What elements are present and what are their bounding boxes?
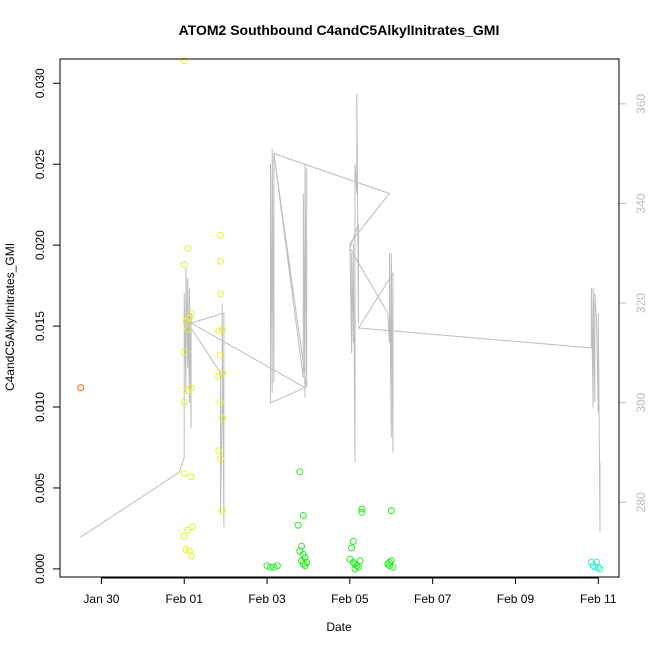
scatter-point <box>348 544 356 552</box>
scatter-point <box>180 469 188 477</box>
scatter-point <box>180 533 188 540</box>
y-tick-label: 0.010 <box>33 392 47 422</box>
scatter-point <box>189 523 197 531</box>
scatter-point <box>218 507 226 515</box>
scatter-point <box>187 473 195 481</box>
x-tick-label: Feb 11 <box>580 592 617 606</box>
y-right-tick-label: 320 <box>634 293 648 313</box>
scatter-point <box>358 505 366 513</box>
scatter-point <box>294 521 302 529</box>
scatter-point <box>263 562 271 570</box>
grey-line-series <box>80 93 601 538</box>
scatter-point <box>593 558 601 566</box>
y-axis-label: C4andC5AlkylInitrates_GMI <box>3 243 17 391</box>
scatter-point <box>185 547 193 555</box>
scatter-point <box>182 317 190 325</box>
y-tick-label: 0.005 <box>33 473 47 503</box>
scatter-point <box>217 290 224 298</box>
scatter-point <box>299 550 307 558</box>
scatter-point <box>389 563 397 571</box>
scatter-point <box>349 537 357 545</box>
scatter-point <box>217 351 224 359</box>
scatter-point <box>299 560 307 568</box>
scatter-point <box>217 455 224 463</box>
scatter-point <box>587 558 595 566</box>
y-tick-label: 0.000 <box>33 554 47 584</box>
chart-title: ATOM2 Southbound C4andC5AlkylInitrates_G… <box>179 22 500 38</box>
x-tick-label: Jan 30 <box>83 592 119 606</box>
y-tick-label: 0.025 <box>33 149 47 179</box>
y-tick-label: 0.030 <box>33 68 47 98</box>
x-tick-label: Feb 03 <box>248 592 286 606</box>
x-tick-label: Feb 07 <box>414 592 452 606</box>
scatter-point <box>182 546 190 553</box>
scatter-point <box>303 558 311 566</box>
scatter-point <box>298 542 305 550</box>
y-tick-label: 0.020 <box>33 230 47 260</box>
scatter-point <box>187 552 195 560</box>
scatter-point <box>386 562 393 570</box>
scatter-point <box>355 563 362 571</box>
scatter-point <box>215 372 223 380</box>
scatter-point <box>184 325 192 333</box>
line-series-path <box>80 93 601 538</box>
y-right-tick-label: 360 <box>634 93 648 113</box>
x-tick-label: Feb 05 <box>331 592 369 606</box>
y-tick-label: 0.015 <box>33 311 47 341</box>
x-tick-label: Feb 09 <box>497 592 535 606</box>
scatter-point <box>180 348 188 356</box>
y-right-tick-label: 280 <box>634 492 648 512</box>
scatter-point <box>301 562 309 570</box>
axis-ticks: Jan 30 Feb 01 Feb 03 Feb 05 Feb 07 Feb 09 Feb … <box>33 68 648 606</box>
scatter-point <box>187 309 195 317</box>
scatter-point <box>184 244 192 252</box>
scatter-point <box>184 526 192 534</box>
plot-frame <box>59 58 620 578</box>
scatter-point <box>273 562 281 570</box>
scatter-point <box>77 384 85 392</box>
scatter-point <box>215 327 223 335</box>
scatter-point <box>217 398 224 406</box>
scatter-point <box>180 57 188 65</box>
scatter-point <box>218 414 226 422</box>
x-axis-label: Date <box>326 620 352 634</box>
scatter-point <box>218 325 226 333</box>
scatter-point <box>358 508 366 516</box>
scatter-point <box>356 557 364 565</box>
scatter-point <box>387 507 395 515</box>
y-right-tick-label: 340 <box>634 193 648 213</box>
scatter-point <box>180 261 188 269</box>
scatter-point <box>217 231 224 239</box>
scatter-point <box>299 512 307 519</box>
x-tick-label: Feb 01 <box>166 592 204 606</box>
scatter-point <box>296 468 304 476</box>
scatter-point <box>215 447 223 455</box>
scatter-point <box>180 398 188 406</box>
scatter-point <box>267 563 274 571</box>
scatter-point <box>270 563 278 571</box>
scatter-point <box>596 565 604 573</box>
scatter-point <box>217 257 224 265</box>
y-right-tick-label: 300 <box>634 392 648 412</box>
scatter-points <box>77 57 604 573</box>
scatter-point <box>351 565 359 573</box>
scatter-point <box>386 558 393 566</box>
scatter-point <box>594 563 602 571</box>
scatter-point <box>184 387 192 395</box>
scatter-point <box>387 557 395 565</box>
